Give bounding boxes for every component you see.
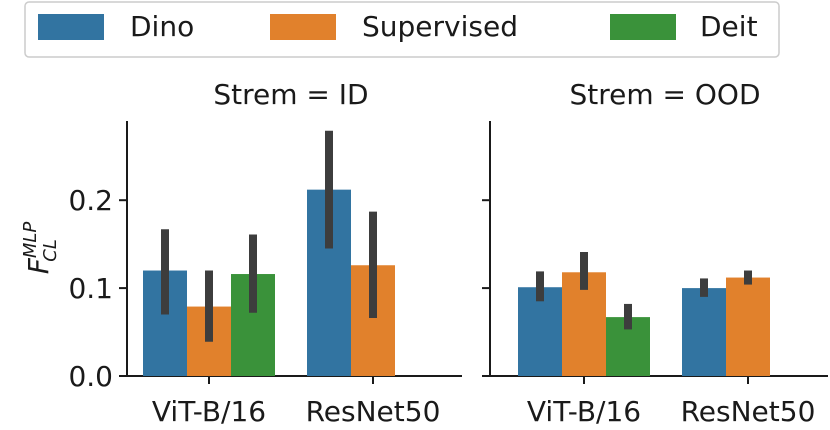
legend-label-dino: Dino [130, 10, 194, 43]
y-tick-label: 0.2 [68, 184, 113, 217]
y-axis-label-sup: MLP [20, 222, 41, 259]
y-axis-label-text: FMLPCL [20, 222, 61, 275]
legend-swatch-supervised [270, 14, 336, 40]
legend-frame [24, 1, 780, 58]
legend: Dino Supervised Deit [24, 1, 780, 58]
y-tick-label: 0.0 [68, 360, 113, 393]
legend-swatch-dino [38, 14, 104, 40]
x-tick-label: ViT-B/16 [152, 395, 266, 428]
x-tick-label: ViT-B/16 [527, 395, 641, 428]
bar-dino-vitb16 [518, 287, 562, 376]
x-tick-label: ResNet50 [306, 395, 441, 428]
y-axis-label: FMLPCL [20, 222, 61, 275]
bar-supervised-resnet50 [726, 277, 770, 376]
legend-label-deit: Deit [700, 10, 758, 43]
legend-swatch-deit [610, 14, 676, 40]
y-axis-label-main: F [22, 257, 55, 274]
panel-title: Strem = ID [213, 78, 368, 111]
y-tick-label: 0.1 [68, 272, 113, 305]
legend-label-supervised: Supervised [362, 10, 518, 43]
panel-title: Strem = OOD [569, 78, 760, 111]
x-tick-label: ResNet50 [681, 395, 816, 428]
y-axis-label-sub: CL [40, 239, 61, 262]
panel-1: Strem = ID 0.0 0.1 0.2 ViT-B/16 ResNet50 [68, 78, 462, 428]
bar-dino-resnet50 [682, 288, 726, 376]
panel-2: Strem = OOD ViT-B/16 ResNet50 [482, 78, 828, 428]
